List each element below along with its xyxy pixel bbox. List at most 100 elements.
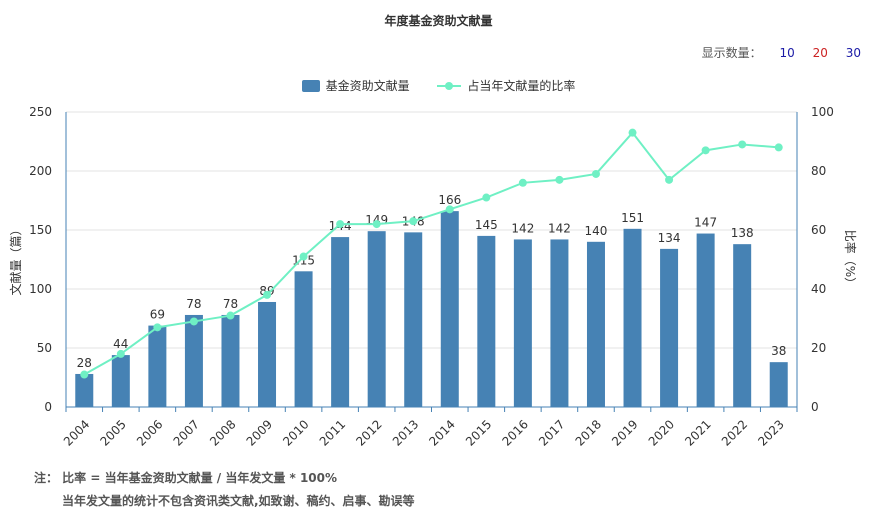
ratio-point bbox=[665, 175, 674, 184]
x-tick-label: 2012 bbox=[353, 417, 384, 448]
x-tick-label: 2010 bbox=[280, 417, 311, 448]
y-tick-label: 50 bbox=[37, 341, 52, 355]
x-tick-label: 2015 bbox=[463, 417, 494, 448]
legend-line-swatch bbox=[437, 80, 462, 92]
y-tick-label: 250 bbox=[29, 105, 52, 119]
legend-item-bar[interactable]: 基金资助文献量 bbox=[301, 77, 410, 94]
note-ratio-formula: 注： 比率 = 当年基金资助文献量 / 当年发文量 * 100% bbox=[34, 471, 338, 485]
x-tick-label: 2011 bbox=[317, 417, 348, 448]
note-exclusion: 当年发文量的统计不包含资讯类文献,如致谢、稿约、启事、勘误等 bbox=[62, 494, 415, 508]
ratio-point bbox=[153, 323, 162, 332]
x-tick-label: 2004 bbox=[61, 417, 92, 448]
bar bbox=[696, 233, 715, 407]
bar bbox=[111, 355, 130, 407]
y2-tick-label: 100 bbox=[811, 105, 834, 119]
chart-title: 年度基金资助文献量 bbox=[384, 14, 493, 28]
ratio-line bbox=[83, 131, 779, 376]
display-count-label: 显示数量： bbox=[701, 46, 762, 60]
y2-axis-title: 比率（%） bbox=[843, 230, 858, 289]
bar bbox=[550, 239, 569, 407]
bar bbox=[367, 231, 386, 407]
bar bbox=[294, 271, 313, 407]
ratio-point bbox=[299, 252, 308, 261]
ratio-point bbox=[555, 175, 564, 184]
bar-value-label: 38 bbox=[771, 344, 786, 358]
ratio-point bbox=[409, 217, 418, 226]
bar bbox=[75, 373, 94, 407]
chart-legend: 基金资助文献量 占当年文献量的比率 bbox=[0, 77, 877, 95]
bar-value-label: 28 bbox=[77, 356, 92, 370]
bar bbox=[513, 239, 532, 407]
ratio-point bbox=[263, 290, 272, 299]
ratio-point bbox=[189, 317, 198, 326]
bar bbox=[586, 241, 605, 407]
y-tick-label: 150 bbox=[29, 223, 52, 237]
bar-value-label: 78 bbox=[186, 297, 201, 311]
y2-tick-label: 40 bbox=[811, 282, 826, 296]
ratio-point bbox=[738, 140, 747, 149]
ratio-point bbox=[116, 349, 125, 358]
bar-value-label: 166 bbox=[438, 193, 461, 207]
y2-tick-label: 20 bbox=[811, 341, 826, 355]
bar-value-label: 140 bbox=[585, 224, 608, 238]
x-tick-label: 2018 bbox=[573, 417, 604, 448]
x-tick-label: 2017 bbox=[536, 417, 567, 448]
y-axis-title: 文献量（篇） bbox=[8, 223, 23, 295]
bar-value-label: 142 bbox=[548, 221, 571, 235]
y-tick-label: 100 bbox=[29, 282, 52, 296]
legend-bar-swatch bbox=[301, 79, 320, 92]
bar-value-label: 44 bbox=[113, 337, 128, 351]
bar bbox=[769, 362, 788, 407]
bar bbox=[331, 237, 350, 407]
bar bbox=[660, 248, 679, 407]
bar bbox=[184, 314, 203, 407]
count-option-20[interactable]: 20 bbox=[812, 46, 828, 60]
bar-value-label: 69 bbox=[150, 308, 165, 322]
y-tick-label: 0 bbox=[44, 400, 52, 414]
ratio-point bbox=[591, 169, 600, 178]
y2-tick-label: 80 bbox=[811, 164, 826, 178]
ratio-point bbox=[226, 311, 235, 320]
x-tick-label: 2022 bbox=[719, 417, 750, 448]
ratio-point bbox=[80, 370, 89, 379]
display-count-selector: 显示数量： 10 20 30 bbox=[702, 44, 861, 61]
ratio-point bbox=[701, 146, 710, 155]
ratio-point bbox=[445, 205, 454, 214]
x-tick-label: 2021 bbox=[682, 417, 713, 448]
bar bbox=[221, 314, 240, 407]
bar-value-label: 147 bbox=[694, 216, 717, 230]
ratio-point bbox=[482, 193, 491, 202]
x-tick-label: 2009 bbox=[244, 417, 275, 448]
legend-item-line[interactable]: 占当年文献量的比率 bbox=[437, 77, 575, 94]
x-tick-label: 2023 bbox=[755, 417, 786, 448]
ratio-point bbox=[518, 178, 527, 187]
x-tick-label: 2013 bbox=[390, 417, 421, 448]
bar-value-label: 134 bbox=[658, 231, 681, 245]
bar bbox=[258, 301, 277, 407]
combo-chart: 0 50 100 150 200 250 0 20 40 60 80 100 文献量（篇） 比率（%） 28… bbox=[8, 105, 858, 449]
bar bbox=[733, 244, 752, 407]
bar bbox=[148, 325, 167, 407]
ratio-point bbox=[774, 143, 783, 152]
bar-value-label: 78 bbox=[223, 297, 238, 311]
bar bbox=[623, 228, 642, 407]
bar bbox=[477, 235, 496, 407]
y2-tick-label: 60 bbox=[811, 223, 826, 237]
count-option-10[interactable]: 10 bbox=[779, 46, 795, 60]
x-tick-label: 2005 bbox=[97, 417, 128, 448]
x-tick-label: 2014 bbox=[426, 417, 457, 448]
x-tick-label: 2020 bbox=[646, 417, 677, 448]
x-tick-label: 2008 bbox=[207, 417, 238, 448]
bar-value-label: 142 bbox=[511, 221, 534, 235]
bar-value-label: 151 bbox=[621, 211, 644, 225]
count-option-30[interactable]: 30 bbox=[845, 46, 861, 60]
x-tick-label: 2007 bbox=[171, 417, 202, 448]
bar bbox=[440, 211, 459, 407]
y2-tick-label: 0 bbox=[811, 400, 819, 414]
bar-value-label: 138 bbox=[731, 226, 754, 240]
x-tick-label: 2019 bbox=[609, 417, 640, 448]
y-tick-label: 200 bbox=[29, 164, 52, 178]
x-tick-label: 2006 bbox=[134, 417, 165, 448]
x-tick-label: 2016 bbox=[499, 417, 530, 448]
legend-bar-label: 基金资助文献量 bbox=[325, 79, 410, 93]
